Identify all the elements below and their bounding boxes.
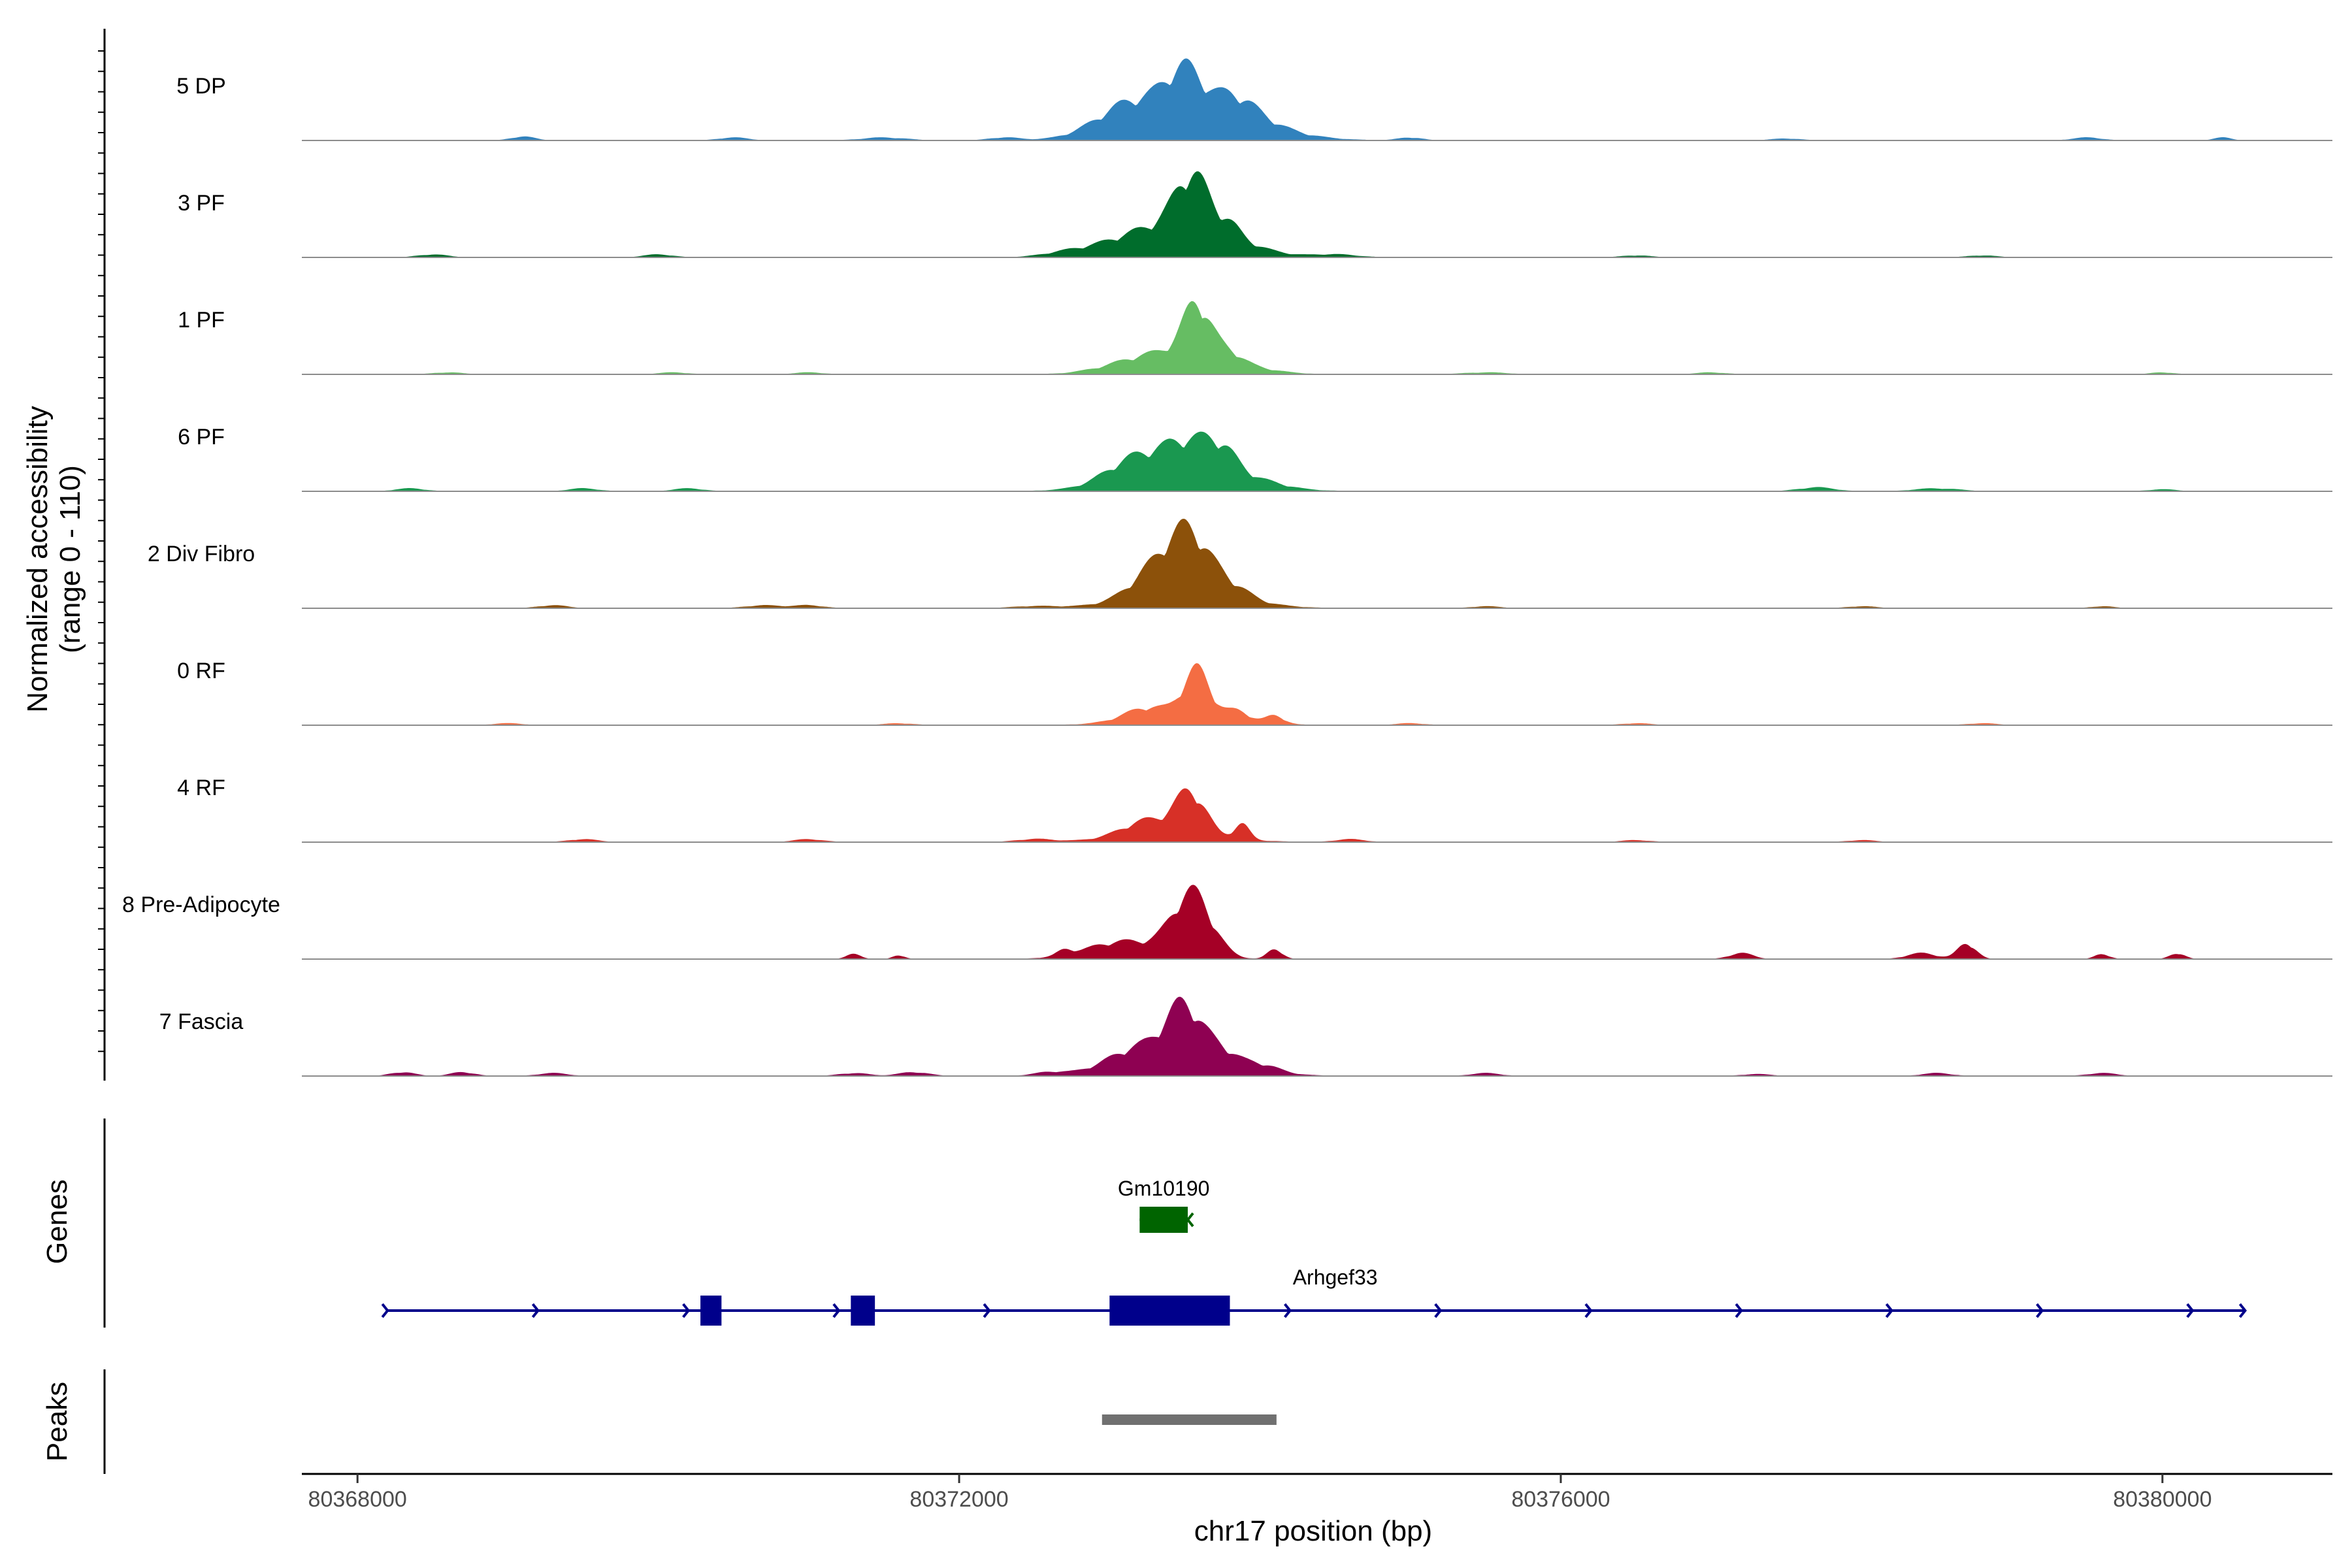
strand-arrow (1735, 1303, 1743, 1318)
track-label: 7 Fascia (159, 1009, 244, 1034)
strand-arrow (1434, 1303, 1443, 1318)
track-label: 5 DP (176, 74, 226, 99)
track-label: 0 RF (177, 659, 225, 683)
coverage-area (302, 885, 2253, 959)
genes-panel-title: Genes (41, 1179, 73, 1264)
gene-gm10190: Gm10190 (1118, 1177, 1210, 1233)
exon (1109, 1296, 1230, 1326)
x-tick-label: 80380000 (2113, 1487, 2212, 1512)
gene-label: Gm10190 (1118, 1177, 1210, 1200)
y-axis-title-line1: Normalized accessibility (22, 406, 54, 712)
exon (1139, 1207, 1188, 1233)
x-axis-title: chr17 position (bp) (1194, 1515, 1432, 1547)
x-tick-label: 80376000 (1511, 1487, 1610, 1512)
track: 8 Pre-Adipocyte (122, 885, 2332, 960)
coverage-area (302, 996, 2253, 1076)
genes-panel: Gm10190 Arhgef33 (103, 1119, 2247, 1328)
coverage-area (302, 58, 2253, 140)
coverage-area (302, 788, 2253, 842)
accessibility-y-axis (98, 29, 106, 1081)
strand-arrow (2036, 1303, 2044, 1318)
gene-label: Arhgef33 (1293, 1266, 1378, 1289)
coverage-area (302, 301, 2253, 374)
strand-arrow (1186, 1212, 1194, 1228)
peaks-panel (103, 1369, 1277, 1474)
peaks-panel-title: Peaks (41, 1382, 73, 1462)
track: 4 RF (177, 776, 2332, 843)
track: 3 PF (178, 171, 2332, 258)
track: 5 DP (176, 58, 2332, 141)
coverage-area (302, 171, 2253, 257)
y-axis-title-line2: (range 0 - 110) (54, 465, 86, 653)
coverage-area (302, 663, 2253, 725)
strand-arrow (531, 1303, 540, 1318)
coverage-area (302, 519, 2253, 608)
strand-arrow (1885, 1303, 1894, 1318)
x-tick-label: 80368000 (308, 1487, 407, 1512)
track-label: 8 Pre-Adipocyte (122, 892, 280, 917)
strand-arrow (1584, 1303, 1593, 1318)
track: 2 Div Fibro (148, 519, 2332, 609)
strand-arrow (682, 1303, 691, 1318)
track-label: 3 PF (178, 191, 225, 216)
strand-arrow (1283, 1303, 1292, 1318)
coverage-area (302, 431, 2253, 491)
exon (851, 1296, 875, 1326)
track: 6 PF (178, 425, 2332, 492)
track: 7 Fascia (159, 996, 2332, 1077)
strand-arrow (2238, 1303, 2247, 1318)
track-label: 2 Div Fibro (148, 542, 255, 566)
track: 0 RF (177, 659, 2332, 726)
coverage-tracks: 5 DP 3 PF 1 PF 6 PF 2 Div Fibro 0 RF 4 RF 8 Pre… (122, 58, 2332, 1077)
strand-arrow (381, 1303, 389, 1318)
strand-arrow (1133, 1303, 1141, 1318)
track: 1 PF (178, 301, 2332, 375)
gene-arhgef33: Arhgef33 (381, 1266, 2247, 1326)
x-axis: 80368000 80372000 80376000 80380000 (302, 1473, 2332, 1512)
exon (700, 1296, 722, 1326)
strand-arrow (832, 1303, 841, 1318)
peak-region (1102, 1414, 1277, 1425)
strand-arrow (983, 1303, 991, 1318)
track-label: 6 PF (178, 425, 225, 449)
x-tick-label: 80372000 (909, 1487, 1008, 1512)
track-label: 4 RF (177, 776, 225, 800)
track-label: 1 PF (178, 308, 225, 333)
strand-arrow (2186, 1303, 2195, 1318)
